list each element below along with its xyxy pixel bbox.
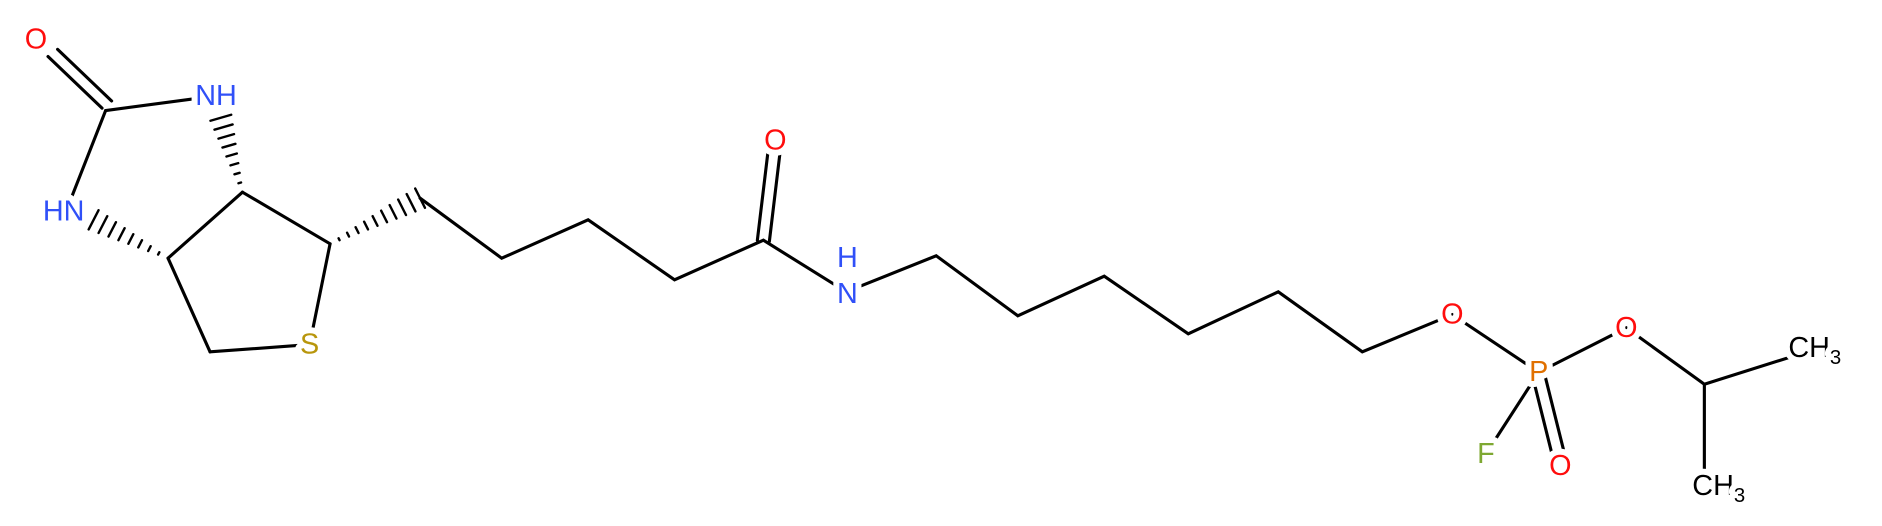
hashed-bond [345, 231, 351, 238]
hashed-bond [217, 132, 236, 140]
hashed-bond [414, 187, 427, 210]
bond [166, 256, 212, 354]
hashed-bond [117, 226, 126, 242]
hashed-bond [213, 123, 234, 131]
hashed-bond [388, 203, 398, 220]
bond [755, 148, 770, 242]
hashed-bond [156, 250, 161, 256]
atom-label: H [837, 242, 858, 274]
hashed-bond [229, 161, 240, 167]
hashed-bond [137, 238, 144, 249]
atom-label: O [25, 24, 47, 56]
hashed-bond [405, 192, 417, 213]
atom-label: HN [43, 195, 85, 227]
bond [46, 54, 104, 110]
hashed-bond [221, 142, 237, 149]
hashed-bond [87, 208, 100, 231]
atom-label: F [1477, 438, 1495, 470]
atom-label: O [1615, 312, 1637, 344]
atom-text: CH [1788, 332, 1830, 364]
hashed-bond [209, 113, 233, 122]
atom-text: CH [1692, 470, 1734, 502]
hashed-bond [371, 214, 379, 228]
bond [166, 190, 245, 260]
atom-label: P [1529, 356, 1548, 388]
hashed-bond [225, 152, 239, 158]
hashed-bond [127, 232, 135, 245]
bond [104, 94, 216, 113]
hashed-bond [379, 209, 389, 224]
atoms: O NH HN S O H N O P O F O CH3 CH3 [19, 18, 1847, 513]
hashed-bond [396, 198, 408, 217]
bond [56, 47, 114, 103]
atom-label: O [764, 125, 786, 157]
atom-label: CH3 [1788, 332, 1841, 369]
atom-label: N [837, 278, 858, 310]
hashed-bond [362, 220, 370, 231]
hashed-bond [354, 226, 360, 235]
hashed-bond [146, 244, 152, 253]
hashed-bond [107, 220, 118, 238]
atom-label: O [1441, 299, 1463, 331]
hashed-bond [237, 181, 243, 185]
atom-label: CH3 [1692, 470, 1745, 507]
bond [308, 242, 332, 347]
bond [240, 190, 332, 246]
bond [208, 343, 312, 354]
atom-subscript: 3 [1734, 485, 1745, 507]
bond [767, 149, 782, 243]
bond [1486, 370, 1541, 452]
bonds [46, 47, 1820, 482]
hashed-bond [97, 214, 109, 235]
bond [64, 109, 108, 213]
atom-label: O [1549, 450, 1571, 482]
atom-label: S [300, 329, 319, 361]
bond-chain [418, 196, 1820, 386]
bond [1543, 373, 1567, 458]
hashed-bond [233, 171, 241, 176]
bond [1531, 375, 1555, 461]
atom-label: NH [195, 80, 237, 112]
hashed-bond [337, 237, 341, 242]
atom-subscript: 3 [1830, 347, 1841, 369]
